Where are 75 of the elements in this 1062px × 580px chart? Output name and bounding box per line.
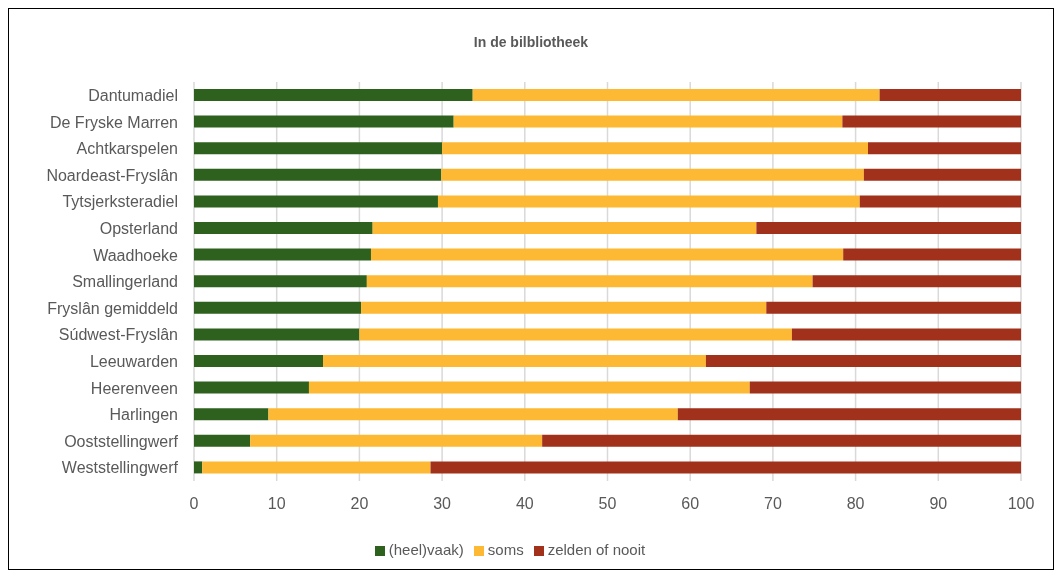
bar bbox=[441, 168, 864, 181]
y-tick-label: Ooststellingwerf bbox=[64, 432, 179, 450]
bar bbox=[194, 328, 360, 341]
bar bbox=[194, 355, 324, 367]
bar bbox=[766, 301, 1021, 314]
x-tick-label: 80 bbox=[846, 495, 865, 513]
y-tick-label: Waadhoeke bbox=[93, 246, 179, 264]
bar bbox=[194, 381, 309, 394]
legend-label: (heel)vaak) bbox=[388, 541, 464, 558]
bar bbox=[812, 275, 1021, 288]
bar bbox=[194, 248, 371, 261]
bar bbox=[453, 115, 843, 128]
x-tick-label: 70 bbox=[764, 495, 782, 513]
bar bbox=[372, 222, 757, 234]
bar bbox=[868, 142, 1021, 155]
y-tick-label: Opsterland bbox=[99, 219, 178, 237]
y-tick-label: Smallingerland bbox=[72, 273, 178, 291]
y-tick-label: Leeuwarden bbox=[89, 352, 178, 370]
bar bbox=[366, 275, 813, 288]
y-tick-label: Noardeast-Fryslân bbox=[46, 166, 178, 184]
bar bbox=[194, 434, 251, 447]
x-tick-label: 0 bbox=[189, 495, 199, 513]
bar bbox=[863, 168, 1021, 181]
bar bbox=[194, 408, 269, 421]
bar bbox=[542, 434, 1021, 447]
bar bbox=[442, 142, 869, 155]
bar bbox=[370, 248, 844, 261]
legend-label: zelden of nooit bbox=[547, 541, 646, 558]
bar bbox=[756, 222, 1021, 234]
y-tick-label: Dantumadiel bbox=[88, 86, 178, 104]
chart-title: In de bilbliotheek bbox=[472, 34, 590, 50]
bar bbox=[361, 301, 767, 314]
x-tick-label: 10 bbox=[267, 495, 286, 513]
bar bbox=[308, 381, 750, 394]
bar bbox=[194, 301, 362, 314]
x-tick-label: 60 bbox=[681, 495, 700, 513]
bar bbox=[194, 222, 373, 234]
bar bbox=[791, 328, 1021, 341]
bar bbox=[202, 461, 431, 474]
x-tick-label: 50 bbox=[598, 495, 617, 513]
bar bbox=[268, 408, 678, 421]
bar bbox=[677, 408, 1021, 421]
bar bbox=[437, 195, 860, 208]
bar bbox=[749, 381, 1021, 394]
y-tick-label: Fryslân gemiddeld bbox=[47, 299, 178, 317]
bar bbox=[194, 89, 473, 101]
x-tick-label: 100 bbox=[1007, 495, 1035, 513]
x-tick-label: 40 bbox=[515, 495, 534, 513]
bar bbox=[194, 461, 203, 474]
y-tick-label: De Fryske Marren bbox=[49, 113, 178, 131]
bar bbox=[194, 168, 442, 181]
bar bbox=[430, 461, 1021, 474]
y-tick-label: Súdwest-Fryslân bbox=[58, 326, 178, 344]
bar bbox=[194, 195, 438, 208]
bar bbox=[194, 142, 443, 155]
bar bbox=[472, 89, 880, 101]
bar bbox=[194, 275, 367, 288]
bar bbox=[859, 195, 1021, 208]
y-tick-label: Achtkarspelen bbox=[76, 140, 178, 158]
bar bbox=[250, 434, 543, 447]
y-tick-label: Weststellingwerf bbox=[61, 459, 179, 477]
bar bbox=[359, 328, 792, 341]
x-tick-label: 20 bbox=[350, 495, 369, 513]
y-tick-label: Harlingen bbox=[109, 406, 178, 424]
x-tick-label: 90 bbox=[929, 495, 948, 513]
y-tick-label: Heerenveen bbox=[90, 379, 178, 397]
bar bbox=[323, 355, 706, 367]
bar bbox=[879, 89, 1021, 101]
x-tick-label: 30 bbox=[433, 495, 452, 513]
bar bbox=[705, 355, 1021, 367]
legend-label: soms bbox=[487, 541, 524, 558]
y-tick-label: Tytsjerksteradiel bbox=[62, 193, 178, 211]
bar bbox=[842, 115, 1021, 128]
bar bbox=[843, 248, 1021, 261]
bar bbox=[194, 115, 454, 128]
